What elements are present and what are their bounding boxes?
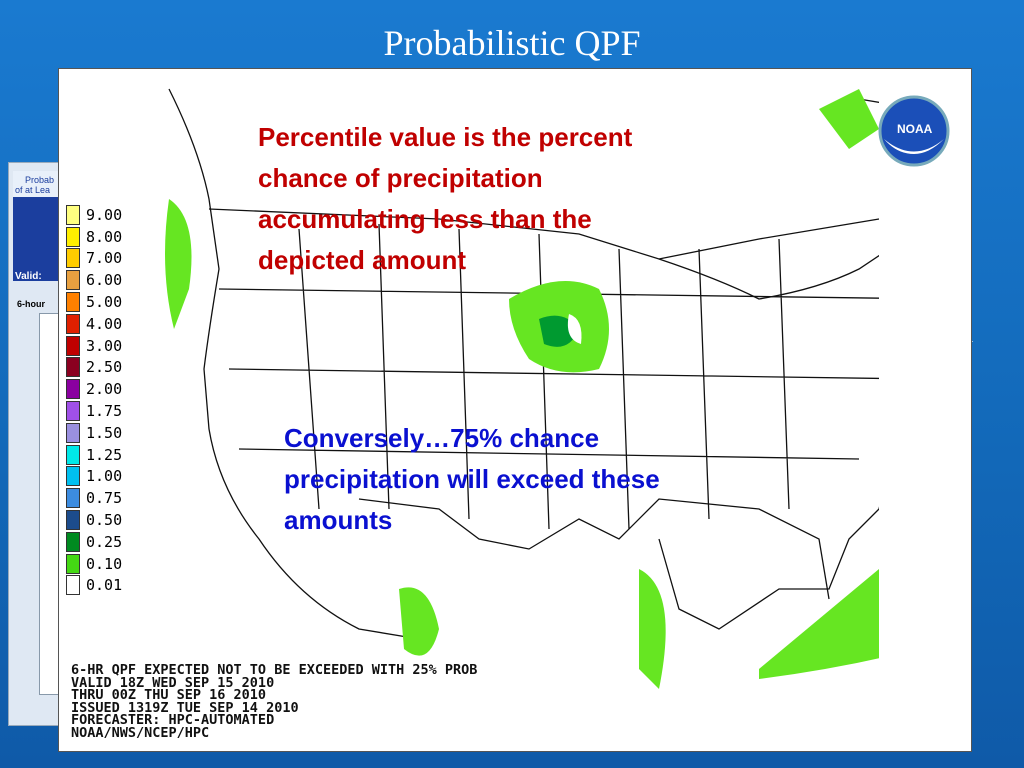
legend-row: 3.00 xyxy=(66,335,122,357)
legend-swatch xyxy=(66,401,80,422)
noaa-gull xyxy=(884,139,944,154)
precip-northeast xyxy=(819,89,879,149)
precip-southwest xyxy=(399,587,439,656)
legend-swatch xyxy=(66,204,80,225)
legend-swatch xyxy=(66,466,80,487)
legend-row: 1.75 xyxy=(66,400,122,422)
note-line: Percentile value is the percent xyxy=(258,122,633,152)
footer-line: VALID 18Z WED SEP 15 2010 xyxy=(71,674,275,691)
percentile-note: Percentile value is the percent chance of… xyxy=(258,117,632,281)
bg-header-1: Probab xyxy=(25,175,55,185)
great-lakes xyxy=(658,98,940,300)
legend-row: 6.00 xyxy=(66,269,122,291)
legend-row: 1.25 xyxy=(66,444,122,466)
legend-label: 0.10 xyxy=(86,554,123,573)
legend-label: 0.50 xyxy=(86,511,123,530)
legend-swatch xyxy=(66,575,80,596)
note-line: accumulating less than the xyxy=(258,204,592,234)
legend-row: 0.01 xyxy=(66,575,122,597)
header-box xyxy=(13,171,61,197)
legend-swatch xyxy=(66,226,80,247)
legend-swatch xyxy=(66,531,80,552)
west-coast xyxy=(168,88,420,640)
logo-text: NOAA xyxy=(897,122,933,136)
border-south xyxy=(358,498,830,600)
background-slide: Probab of at Lea Valid: 6-hour xyxy=(8,162,63,726)
footer-line: ISSUED 1319Z TUE SEP 14 2010 xyxy=(71,699,299,716)
legend-label: 3.00 xyxy=(86,336,123,355)
bg-tab: 6-hour xyxy=(17,299,45,309)
legend-label: 1.50 xyxy=(86,423,123,442)
legend-swatch xyxy=(66,488,80,509)
legend-row: 1.00 xyxy=(66,466,122,488)
note-line: amounts xyxy=(284,505,393,535)
legend-row: 0.25 xyxy=(66,531,122,553)
legend-label: 6.00 xyxy=(86,271,123,290)
bg-header-2: of at Lea xyxy=(15,185,51,195)
legend-swatch xyxy=(66,292,80,313)
legend-swatch xyxy=(66,444,80,465)
legend-label: 0.75 xyxy=(86,489,123,508)
map-margin xyxy=(879,79,971,751)
legend-swatch xyxy=(66,248,80,269)
legend-label: 0.01 xyxy=(86,576,123,595)
legend-label: 0.25 xyxy=(86,532,123,551)
legend-row: 1.50 xyxy=(66,422,122,444)
legend-row: 0.75 xyxy=(66,487,122,509)
legend-swatch xyxy=(66,510,80,531)
qpf-map: NOAA 9.00 8.00 7.00 6.00 5.00 4.00 3.00 2.50 2.0… xyxy=(58,68,972,752)
footer-line: THRU 00Z THU SEP 16 2010 xyxy=(71,687,267,703)
precip-hole xyxy=(567,314,582,344)
legend: 9.00 8.00 7.00 6.00 5.00 4.00 3.00 2.50 2.00 1.75… xyxy=(66,204,122,596)
note-line: chance of precipitation xyxy=(258,163,543,193)
legend-label: 7.00 xyxy=(86,249,123,268)
legend-swatch xyxy=(66,357,80,378)
legend-label: 2.50 xyxy=(86,358,123,377)
legend-swatch xyxy=(66,270,80,291)
footer-line: NOAA/NWS/NCEP/HPC xyxy=(71,724,210,741)
legend-label: 5.00 xyxy=(86,293,123,312)
legend-swatch xyxy=(66,379,80,400)
note-line: Conversely…75% chance xyxy=(284,423,600,453)
legend-row: 9.00 xyxy=(66,204,122,226)
converse-note: Conversely…75% chance precipitation will … xyxy=(284,418,660,541)
legend-label: 9.00 xyxy=(86,205,123,224)
legend-swatch xyxy=(66,313,80,334)
legend-row: 2.00 xyxy=(66,378,122,400)
legend-label: 2.00 xyxy=(86,380,123,399)
legend-swatch xyxy=(66,553,80,574)
border-north xyxy=(208,208,880,260)
precip-nw xyxy=(165,199,192,329)
legend-row: 4.00 xyxy=(66,313,122,335)
legend-swatch xyxy=(66,422,80,443)
legend-row: 2.50 xyxy=(66,357,122,379)
legend-row: 5.00 xyxy=(66,291,122,313)
legend-row: 0.10 xyxy=(66,553,122,575)
bg-valid: Valid: xyxy=(15,271,42,282)
legend-label: 4.00 xyxy=(86,314,123,333)
note-line: depicted amount xyxy=(258,245,467,275)
map-drawing xyxy=(165,79,971,751)
precip-gulf xyxy=(639,569,666,689)
legend-label: 1.25 xyxy=(86,445,123,464)
legend-row: 7.00 xyxy=(66,248,122,270)
map-footer: 6-HR QPF EXPECTED NOT TO BE EXCEEDED WIT… xyxy=(71,664,477,739)
legend-label: 8.00 xyxy=(86,227,123,246)
legend-row: 0.50 xyxy=(66,509,122,531)
slide-title: Probabilistic QPF xyxy=(383,23,641,63)
note-line: precipitation will exceed these xyxy=(284,464,660,494)
legend-label: 1.75 xyxy=(86,402,123,421)
footer-line: 6-HR QPF EXPECTED NOT TO BE EXCEEDED WIT… xyxy=(71,662,478,678)
legend-row: 8.00 xyxy=(66,226,122,248)
legend-swatch xyxy=(66,335,80,356)
footer-line: FORECASTER: HPC-AUTOMATED xyxy=(71,712,275,728)
legend-label: 1.00 xyxy=(86,467,123,486)
